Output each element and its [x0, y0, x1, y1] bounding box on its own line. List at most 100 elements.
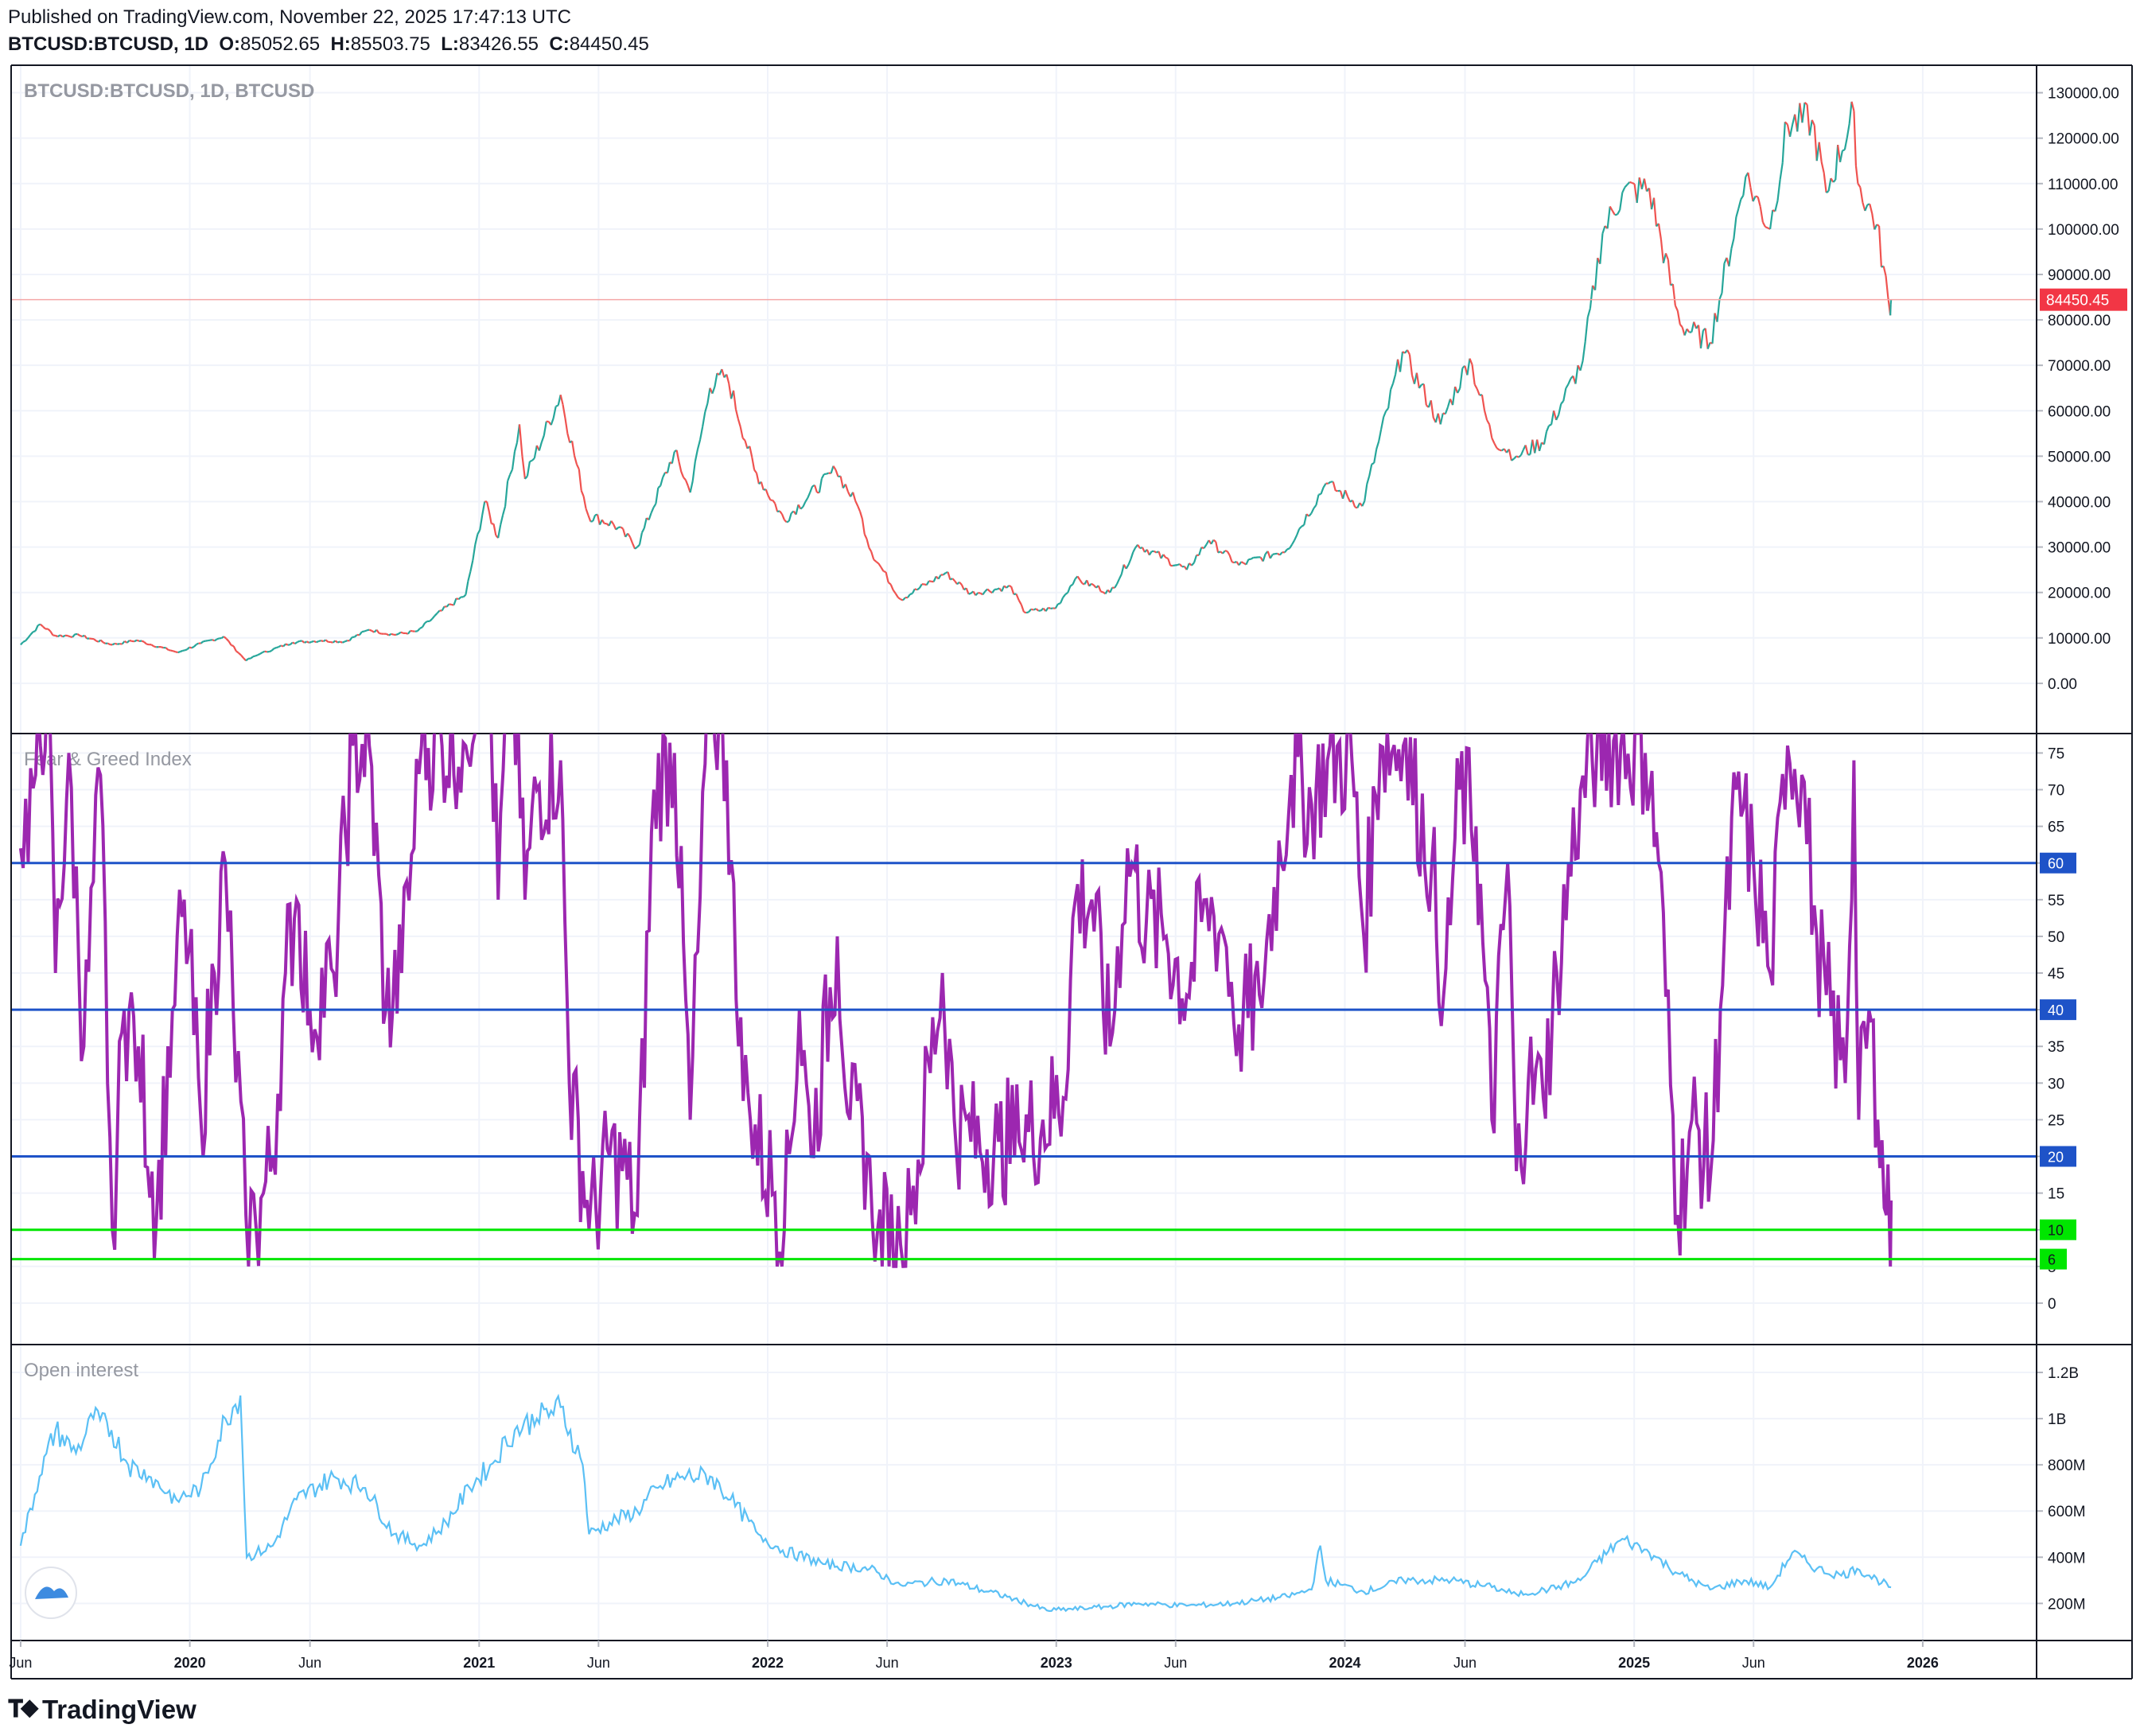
candle-down	[492, 524, 497, 536]
candle-down	[866, 539, 870, 548]
candle-down	[1676, 310, 1681, 325]
candle-down	[1483, 410, 1488, 421]
candle-up	[1574, 365, 1579, 384]
candle-up	[1054, 603, 1059, 609]
candle-down	[573, 455, 578, 465]
candle-down	[1516, 455, 1519, 458]
candle-up	[341, 640, 345, 644]
candle-up	[1298, 525, 1302, 530]
candle-down	[580, 490, 585, 497]
candle-down	[1406, 349, 1410, 356]
candle-up	[984, 588, 989, 593]
candle-up	[1284, 548, 1288, 554]
candle-up	[949, 578, 953, 581]
candle-up	[1399, 351, 1404, 372]
y-tick-label: 25	[2048, 1112, 2064, 1129]
candle-up	[361, 630, 365, 633]
candle-down	[868, 547, 873, 552]
candle-down	[488, 512, 492, 524]
candle-up	[696, 439, 702, 450]
candle-down	[684, 479, 689, 486]
y-tick-label: 50000.00	[2048, 449, 2111, 465]
candle-down	[1352, 500, 1356, 508]
candle-up	[1198, 547, 1203, 556]
candle-up	[186, 646, 190, 651]
candle-down	[765, 488, 769, 496]
candle-down	[755, 473, 761, 485]
candle-up	[282, 643, 286, 648]
candle-up	[1059, 597, 1064, 604]
candle-down	[60, 634, 64, 638]
candle-down	[153, 645, 157, 648]
candle-up	[1774, 200, 1779, 212]
candle-up	[1538, 442, 1543, 452]
x-tick-label: 2022	[752, 1655, 784, 1671]
candle-down	[1137, 544, 1141, 549]
candle-down	[924, 583, 928, 586]
candle-down	[1657, 223, 1663, 240]
candle-down	[582, 496, 587, 509]
candle-up	[1390, 383, 1395, 391]
candle-down	[325, 639, 329, 643]
level-label-10: 10	[2048, 1223, 2064, 1239]
candle-up	[431, 615, 436, 620]
candle-up	[788, 512, 792, 522]
candle-down	[880, 566, 885, 572]
candle-up	[1733, 216, 1737, 239]
candle-up	[818, 478, 823, 493]
candle-up	[1177, 562, 1181, 566]
candle-down	[368, 629, 372, 632]
candle-up	[1560, 400, 1565, 405]
candle-up	[453, 597, 457, 605]
candle-down	[306, 640, 310, 644]
candle-down	[1837, 144, 1842, 162]
x-tick-label: 2020	[174, 1655, 206, 1671]
candle-down	[571, 441, 576, 457]
candle-up	[1699, 330, 1704, 348]
candle-up	[322, 639, 327, 643]
candle-down	[1659, 239, 1665, 263]
y-tick-label: 80000.00	[2048, 313, 2111, 329]
candle-up	[1728, 248, 1733, 267]
candle-up	[1203, 543, 1208, 549]
candle-up	[1511, 457, 1515, 461]
candle-up	[1132, 547, 1137, 553]
candle-down	[1076, 575, 1081, 581]
candle-up	[311, 640, 314, 643]
candle-up	[220, 636, 224, 639]
candle-up	[1846, 123, 1850, 138]
candle-down	[1811, 119, 1815, 127]
candle-up	[1735, 208, 1740, 218]
candle-down	[1480, 395, 1486, 411]
y-tick-label: 10000.00	[2048, 631, 2111, 648]
symbol-interval: BTCUSD:BTCUSD, 1D	[8, 33, 208, 55]
y-tick-label: 0.00	[2048, 676, 2077, 693]
low-value: 83426.55	[458, 33, 539, 55]
candle-up	[497, 524, 502, 539]
candle-down	[751, 457, 756, 470]
candle-down	[979, 592, 983, 596]
candle-down	[1854, 165, 1859, 184]
candle-up	[1057, 602, 1061, 605]
candle-down	[386, 633, 390, 636]
candle-down	[42, 625, 46, 630]
candle-down	[578, 469, 582, 491]
candle-up	[820, 473, 825, 480]
candle-up	[1301, 524, 1305, 527]
candle-up	[1740, 195, 1745, 200]
level-tag-20	[2040, 1146, 2076, 1167]
candle-up	[257, 652, 261, 656]
candle-up	[121, 640, 126, 645]
candle-down	[575, 464, 580, 470]
candle-down	[136, 639, 140, 642]
candle-up	[20, 641, 24, 646]
candle-up	[1303, 514, 1308, 526]
candle-down	[894, 593, 899, 598]
candle-up	[956, 581, 960, 586]
candle-down	[875, 561, 880, 565]
candle-down	[885, 571, 889, 583]
candle-up	[1148, 551, 1153, 556]
candle-up	[1451, 386, 1457, 406]
candle-up	[942, 572, 947, 576]
